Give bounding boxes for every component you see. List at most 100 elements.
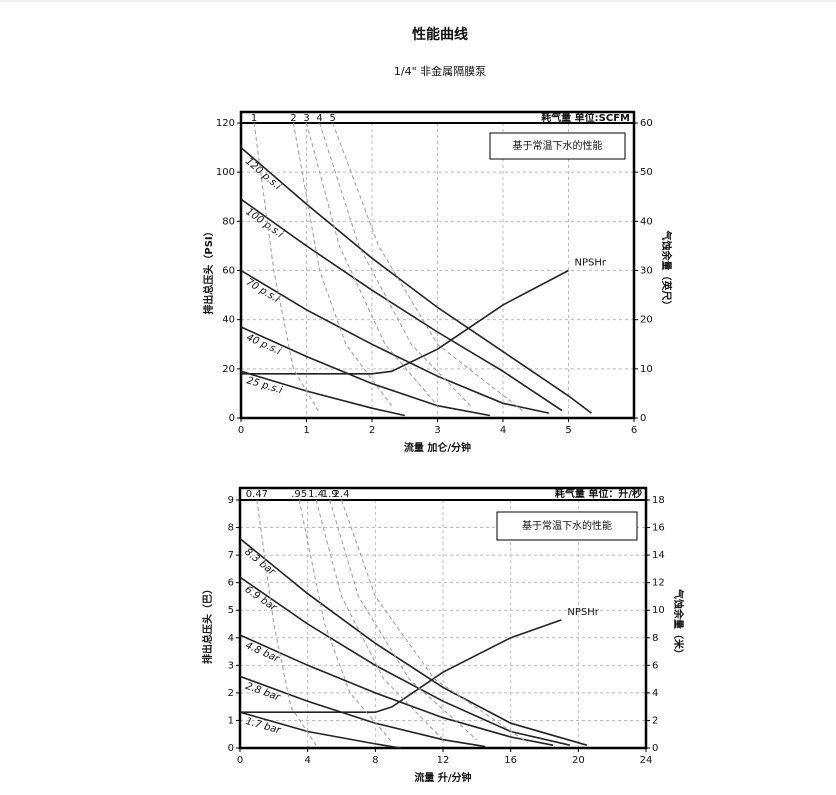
y2-tick-label: 10 — [652, 605, 665, 616]
y-tick-label: 6 — [228, 578, 234, 589]
x-tick-label: 0 — [237, 755, 243, 766]
series-line — [315, 499, 444, 741]
series-label: 40 p.s.i — [245, 332, 283, 357]
series-line — [256, 499, 317, 746]
series-line — [240, 146, 592, 414]
series-line — [319, 122, 471, 407]
air-curve-label: .95 — [291, 489, 307, 500]
air-curve-label: 3 — [303, 113, 309, 124]
series-label: 8.3 bar — [242, 547, 277, 579]
series-line — [240, 269, 550, 414]
header-label: 耗气量 单位:SCFM — [541, 111, 630, 124]
x-axis-label: 流量 升/分钟 — [414, 771, 471, 784]
air-curve-label: 2 — [290, 113, 296, 124]
series-line — [298, 499, 393, 743]
x-tick-label: 8 — [372, 755, 378, 766]
y2-tick-label: 12 — [652, 578, 665, 589]
series-label: NPSHr — [567, 607, 599, 618]
series-line — [240, 326, 491, 417]
y-tick-label: 2 — [228, 688, 234, 699]
note-box — [496, 511, 638, 541]
note-box — [489, 132, 626, 160]
series-label: 100 p.s.i — [244, 206, 286, 240]
series-line — [341, 499, 528, 743]
y-tick-label: 80 — [222, 216, 235, 227]
air-curve-label: 2.4 — [334, 489, 350, 500]
air-curve-label: 5 — [330, 113, 336, 124]
x-tick-label: 4 — [304, 755, 310, 766]
y-tick-label: 120 — [216, 118, 235, 129]
air-curve-label: 4 — [316, 113, 322, 124]
note: 基于常温下水的性能 — [522, 519, 612, 532]
air-curve-label: 1.9 — [322, 489, 338, 500]
series-line — [292, 122, 393, 406]
x-tick-label: 6 — [631, 425, 637, 436]
y2-tick-label: 30 — [640, 266, 653, 277]
page-title: 性能曲线 — [412, 26, 468, 43]
series-line — [329, 499, 478, 741]
y2-tick-label: 60 — [640, 118, 653, 129]
y2-tick-label: 2 — [652, 715, 658, 726]
y2-tick-label: 40 — [640, 216, 653, 227]
air-curve-label: 1.4 — [308, 489, 324, 500]
y-tick-label: 8 — [228, 523, 234, 534]
header-label: 耗气量 单位：升/秒 — [555, 487, 642, 500]
series-line — [306, 122, 438, 407]
x-tick-label: 2 — [369, 425, 375, 436]
y-tick-label: 100 — [216, 167, 235, 178]
y-tick-label: 4 — [228, 633, 234, 644]
y-tick-label: 20 — [222, 364, 235, 375]
y2-tick-label: 18 — [652, 495, 665, 506]
y-axis-label: 排出总压头（PSI） — [202, 226, 215, 314]
air-curve-label: 0.47 — [246, 489, 268, 500]
series-label: 6.9 bar — [243, 584, 279, 614]
x-tick-label: 0 — [238, 425, 244, 436]
y-tick-label: 0 — [229, 413, 235, 424]
series-line — [253, 122, 321, 414]
x-tick-label: 5 — [565, 425, 571, 436]
series-line — [332, 122, 523, 411]
y-tick-label: 7 — [228, 550, 234, 561]
y2-tick-label: 10 — [640, 364, 653, 375]
air-curve-label: 1 — [251, 113, 257, 124]
y2-axis-label: 气蚀余量（英尺） — [660, 230, 673, 311]
y2-tick-label: 6 — [652, 660, 658, 671]
series-line — [239, 576, 571, 746]
series-line — [239, 537, 588, 746]
x-tick-label: 3 — [434, 425, 440, 436]
y-tick-label: 5 — [228, 605, 234, 616]
x-tick-label: 4 — [500, 425, 506, 436]
x-tick-label: 20 — [572, 755, 585, 766]
y-tick-label: 3 — [228, 660, 234, 671]
series-line — [240, 619, 562, 713]
y-tick-label: 9 — [228, 495, 234, 506]
y2-tick-label: 14 — [652, 550, 665, 561]
note: 基于常温下水的性能 — [513, 139, 603, 152]
y2-tick-label: 0 — [652, 743, 658, 754]
x-tick-label: 24 — [640, 755, 653, 766]
series-line — [240, 198, 563, 412]
y-tick-label: 0 — [228, 743, 234, 754]
series-label: 4.8 bar — [244, 640, 282, 665]
frame — [238, 486, 648, 750]
series-line — [239, 711, 401, 749]
y-tick-label: 1 — [228, 715, 234, 726]
y2-tick-label: 0 — [640, 413, 646, 424]
series-line — [241, 269, 569, 375]
series-line — [239, 634, 554, 746]
x-tick-label: 16 — [504, 755, 517, 766]
y2-tick-label: 8 — [652, 633, 658, 644]
page-subtitle: 1/4" 非金属隔膜泵 — [394, 64, 486, 78]
y2-tick-label: 4 — [652, 688, 658, 699]
series-label: NPSHr — [575, 258, 607, 269]
series-line — [240, 370, 405, 417]
x-tick-label: 12 — [437, 755, 450, 766]
frame — [239, 110, 636, 420]
y2-tick-label: 20 — [640, 315, 653, 326]
y2-axis-label: 气蚀余量（米） — [672, 588, 685, 659]
x-axis-label: 流量 加仑/分钟 — [404, 441, 471, 454]
x-tick-label: 1 — [303, 425, 309, 436]
y-tick-label: 60 — [222, 266, 235, 277]
y2-tick-label: 16 — [652, 523, 665, 534]
